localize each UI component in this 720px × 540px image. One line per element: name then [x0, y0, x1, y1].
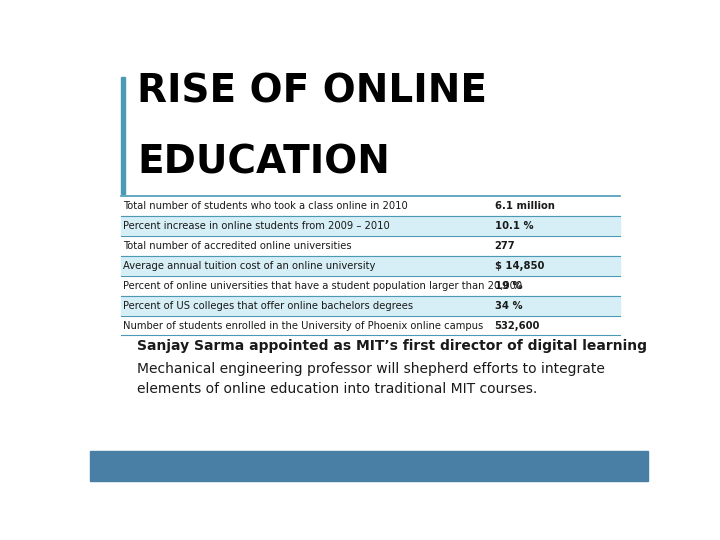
Text: 34 %: 34 %: [495, 301, 522, 310]
Text: Percent increase in online students from 2009 – 2010: Percent increase in online students from…: [124, 221, 390, 231]
Text: Total number of accredited online universities: Total number of accredited online univer…: [124, 241, 352, 251]
Text: Mechanical engineering professor will shepherd efforts to integrate
elements of : Mechanical engineering professor will sh…: [138, 362, 606, 396]
Text: Number of students enrolled in the University of Phoenix online campus: Number of students enrolled in the Unive…: [124, 321, 484, 330]
Bar: [121, 235, 620, 255]
Text: 532,600: 532,600: [495, 321, 540, 330]
Text: $ 14,850: $ 14,850: [495, 261, 544, 271]
Text: Average annual tuition cost of an online university: Average annual tuition cost of an online…: [124, 261, 376, 271]
Text: Sanjay Sarma appointed as MIT’s first director of digital learning: Sanjay Sarma appointed as MIT’s first di…: [138, 339, 647, 353]
Bar: [121, 196, 620, 216]
Bar: [90, 451, 648, 481]
Text: Percent of US colleges that offer online bachelors degrees: Percent of US colleges that offer online…: [124, 301, 413, 310]
Text: EDUCATION: EDUCATION: [138, 143, 390, 181]
Bar: [121, 255, 620, 275]
Text: Total number of students who took a class online in 2010: Total number of students who took a clas…: [124, 201, 408, 211]
Text: RISE OF ONLINE: RISE OF ONLINE: [138, 72, 487, 111]
Bar: [121, 315, 620, 335]
Bar: [121, 216, 620, 235]
Text: 277: 277: [495, 241, 516, 251]
Text: Percent of online universities that have a student population larger than 20,000: Percent of online universities that have…: [124, 281, 523, 291]
Text: 6.1 million: 6.1 million: [495, 201, 554, 211]
Text: 19 %: 19 %: [495, 281, 522, 291]
Bar: [121, 275, 620, 295]
Bar: [121, 77, 125, 194]
Text: 10.1 %: 10.1 %: [495, 221, 534, 231]
Bar: [121, 295, 620, 315]
